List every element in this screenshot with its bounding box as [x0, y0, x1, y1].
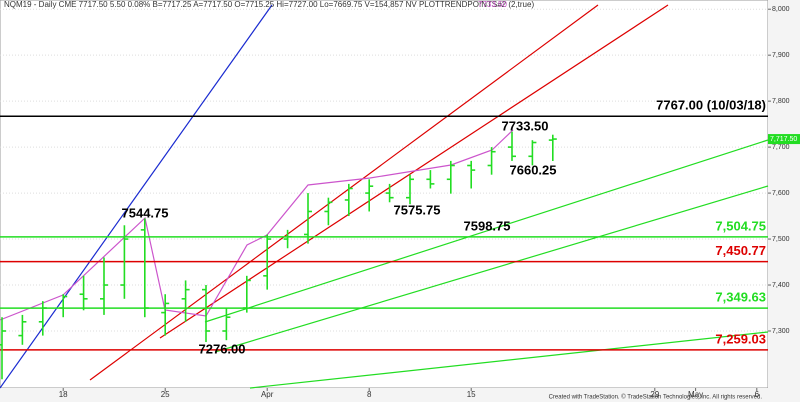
x-tick-label: Apr: [261, 390, 274, 399]
swing-label: 7276.00: [199, 341, 246, 356]
y-tick-label: 7,400: [772, 282, 790, 289]
y-tick-label: 7,600: [772, 190, 790, 197]
x-tick-label: May: [688, 390, 703, 399]
swing-label: 7575.75: [394, 202, 441, 217]
trend-lines: [0, 4, 769, 389]
header-extra: 7733.50: [478, 0, 507, 9]
last-price-box: [768, 134, 800, 145]
y-tick-label: 7,900: [772, 52, 790, 59]
x-tick-label: 6: [755, 390, 760, 399]
swing-label: 7544.75: [122, 205, 169, 220]
trend-line: [204, 139, 769, 323]
x-tick-label: 8: [367, 390, 372, 399]
x-axis-panel: [0, 388, 768, 402]
plot-area: [0, 0, 769, 389]
x-tick-label: 25: [161, 390, 170, 399]
level-label: 7,349.63: [715, 290, 766, 305]
level-label: 7,259.03: [715, 331, 766, 346]
trend-line: [214, 185, 769, 353]
trend-line: [89, 4, 599, 381]
header: NQM19 - Daily CME 7717.50 5.50 0.08% B=7…: [4, 0, 534, 9]
x-tick-label: 29: [650, 390, 659, 399]
level-label: 7767.00 (10/03/18): [656, 98, 766, 113]
y-tick-label: 7,500: [772, 236, 790, 243]
swing-line: [0, 129, 514, 321]
swing-label: 7598.75: [464, 218, 511, 233]
level-label: 7,504.75: [715, 218, 766, 233]
y-tick-label: 8,000: [772, 6, 790, 13]
last-price-label: 7,717.50: [770, 136, 797, 143]
y-axis-panel: [768, 0, 800, 402]
level-label: 7,450.77: [715, 243, 766, 258]
x-tick-label: 15: [467, 390, 476, 399]
y-tick-label: 7,800: [772, 98, 790, 105]
x-tick-label: 18: [59, 390, 68, 399]
swing-label: 7733.50: [502, 118, 549, 133]
y-tick-label: 7,300: [772, 328, 790, 335]
trend-line: [0, 4, 273, 389]
footer: Created with TradeStation. © TradeStatio…: [549, 394, 763, 401]
trend-line: [249, 331, 769, 389]
swing-label: 7660.25: [510, 162, 557, 177]
y-tick-label: 7,700: [772, 144, 790, 151]
